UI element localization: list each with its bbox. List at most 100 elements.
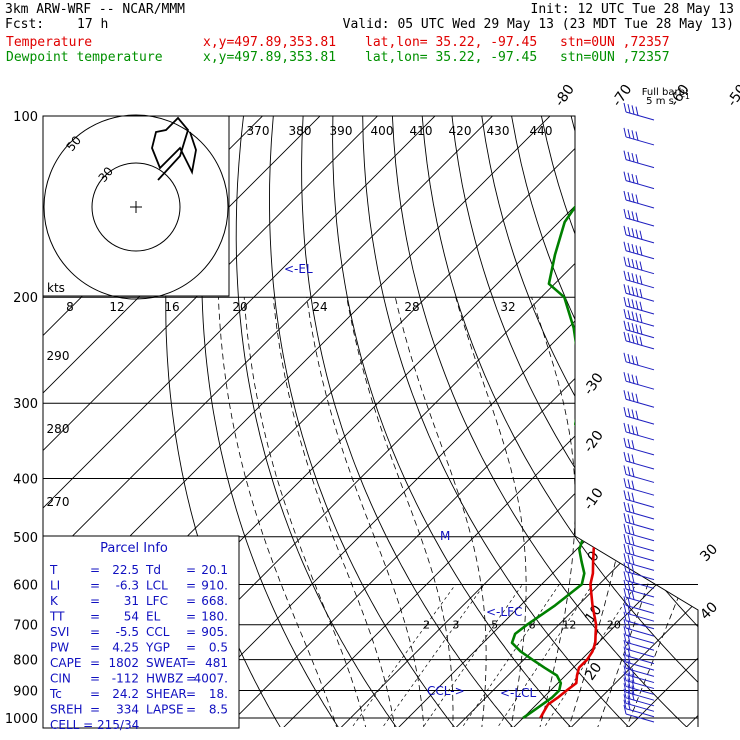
wind-barb-flag — [627, 298, 631, 308]
parcel-info-cell: CELL = 215/34 — [50, 718, 139, 732]
temperature-xy: x,y=497.89,353.81 — [203, 35, 337, 50]
wind-barb — [623, 683, 655, 701]
wind-barb-flag — [623, 171, 627, 181]
wind-barb-flag — [627, 620, 631, 630]
lcl-marker: <-LCL — [500, 686, 536, 700]
wind-barb-flag — [627, 647, 631, 657]
wind-barb-flag — [627, 491, 631, 501]
dry-adiabat — [660, 116, 698, 727]
wind-barb-staff — [625, 680, 655, 690]
wind-barb-flag — [635, 335, 639, 345]
temperature-tick-label: -20 — [581, 428, 607, 456]
parcel-info-value: 22.5 — [112, 563, 139, 577]
wind-barb-flag — [627, 321, 631, 332]
wind-barb-staff — [625, 498, 655, 508]
wind-barb-flag — [623, 296, 627, 307]
wind-barb-flag — [631, 536, 635, 546]
wind-barb-flag — [623, 611, 627, 621]
wind-barb-flag — [623, 588, 627, 598]
wind-barb-flag — [627, 192, 631, 202]
parcel-info-row: SVI = -5.5 CCL = 905. — [50, 625, 228, 639]
wind-barb — [623, 390, 655, 408]
wind-barb-flag — [623, 256, 627, 266]
wind-barb-flag — [631, 582, 635, 592]
wind-barb-flag — [623, 533, 627, 544]
wind-barb-flag — [627, 391, 631, 401]
isotherm-line — [509, 116, 698, 727]
wind-barb — [623, 127, 655, 146]
wind-barb-flag — [635, 212, 639, 222]
mixing-ratio-line — [349, 584, 456, 727]
dry-adiabat — [630, 116, 698, 727]
temperature-tick-label: -30 — [581, 370, 607, 398]
wind-barb-flag — [623, 523, 627, 533]
moist-adiabat — [272, 297, 396, 727]
parcel-info-eq: = — [186, 703, 196, 717]
wind-barb-flag — [623, 320, 627, 330]
dry-adiabat — [421, 116, 698, 727]
wind-barb-flag — [627, 285, 631, 295]
wind-barb-flag — [623, 671, 627, 681]
wind-barb — [623, 596, 655, 614]
parcel-info-key: CIN — [50, 672, 71, 686]
dry-adiabat-label: 280 — [47, 422, 70, 436]
wind-barb-staff — [625, 265, 655, 275]
parcel-info-value: 180. — [201, 610, 228, 624]
dewpoint-station: stn=0UN ,72357 — [560, 50, 670, 65]
wind-barb-flag — [623, 422, 627, 433]
wind-barb-flag — [623, 390, 627, 400]
wind-barb-flag — [631, 440, 635, 450]
parcel-info-eq: = — [90, 610, 100, 624]
wind-barb — [623, 699, 655, 718]
wind-barb-flag — [627, 210, 631, 220]
dry-adiabat-label: 380 — [289, 124, 312, 138]
wind-barb-flag — [627, 310, 631, 320]
parcel-info-eq: = — [90, 579, 100, 593]
wind-barb-flag — [627, 684, 631, 694]
wind-barb-flag — [627, 104, 631, 114]
temperature-station: stn=0UN ,72357 — [560, 35, 670, 50]
wind-barb-flag — [627, 700, 631, 711]
wind-barb-flag — [631, 685, 635, 695]
wind-barb — [623, 639, 655, 658]
parcel-info-eq: = — [186, 563, 196, 577]
parcel-info-eq: = — [90, 703, 100, 717]
isotherm-line — [279, 116, 698, 727]
parcel-info-value: 905. — [201, 625, 228, 639]
wind-barb-flag — [623, 102, 627, 113]
wind-barb-flag — [631, 152, 635, 163]
wind-barb-flag — [631, 564, 635, 575]
wind-barb-flag — [631, 299, 635, 309]
dry-adiabat — [720, 116, 740, 731]
wind-barb-staff — [625, 460, 655, 470]
wind-barb — [623, 646, 655, 665]
parcel-info-row: CIN = -112 HWBZ =4007. — [50, 672, 228, 686]
wind-barb-staff — [625, 532, 655, 542]
wind-barb-flag — [631, 392, 635, 402]
parcel-info-key: Tc — [49, 687, 62, 701]
wind-barb-flag — [635, 426, 639, 436]
wind-barb-flag — [627, 226, 631, 237]
temperature-legend: Temperature — [6, 35, 93, 50]
wind-barb-staff — [625, 329, 655, 339]
wind-barb-flag — [639, 288, 643, 299]
pressure-label: 900 — [13, 684, 38, 699]
parcel-info-value: 31 — [124, 594, 139, 608]
wind-barb-staff — [625, 667, 655, 677]
wind-barb-flag — [623, 688, 627, 698]
isotherm-line — [567, 116, 698, 727]
wind-barb-flag — [623, 437, 627, 448]
wind-barb-staff — [625, 431, 655, 441]
pressure-label: 1000 — [5, 712, 38, 727]
wind-barb — [623, 225, 655, 244]
isotherm-line — [43, 116, 463, 727]
wind-barb-flag — [631, 425, 635, 435]
wind-barb — [623, 704, 655, 723]
mixing-ratio-line — [495, 584, 593, 727]
wind-barb-staff — [625, 317, 655, 327]
isotherm-line — [43, 116, 406, 727]
wind-barb-flag — [639, 313, 643, 324]
wind-barb-flag — [627, 535, 631, 545]
temperature-tick-label: 30 — [697, 541, 721, 565]
wind-barb-flag — [631, 590, 635, 600]
